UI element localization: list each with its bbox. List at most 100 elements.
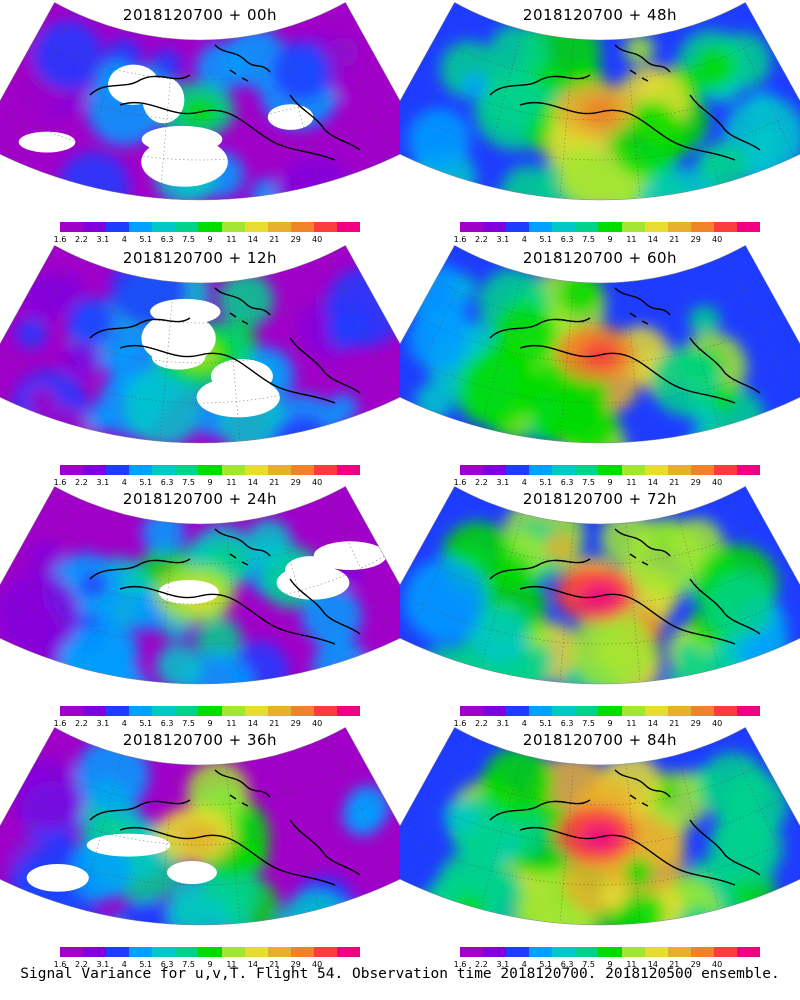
legend-bar — [60, 222, 361, 232]
legend-swatch — [106, 947, 130, 957]
legend-swatch — [267, 465, 291, 475]
variance-field — [0, 486, 400, 684]
legend-label: 40 — [712, 719, 723, 728]
legend-swatch — [336, 947, 361, 957]
legend-label: 40 — [712, 235, 723, 244]
legend-label: 3.1 — [96, 960, 110, 969]
legend-swatch — [529, 465, 553, 475]
legend-swatch — [460, 222, 484, 232]
legend-swatch — [575, 706, 599, 716]
panel-title: 2018120700 + 72h — [522, 490, 678, 508]
legend-swatch — [667, 947, 691, 957]
legend-label: 29 — [290, 719, 301, 728]
legend-swatch — [552, 222, 576, 232]
legend-label: 5.1 — [139, 719, 153, 728]
legend-label: 1.6 — [453, 960, 467, 969]
legend-label: 6.3 — [160, 960, 174, 969]
legend-label: 40 — [312, 478, 323, 487]
legend-label: 1.6 — [453, 719, 467, 728]
legend-bar — [460, 706, 761, 716]
legend-bar — [460, 465, 761, 475]
legend-label: 21 — [269, 235, 280, 244]
legend-label: 11 — [226, 478, 237, 487]
legend-label: 29 — [690, 235, 701, 244]
variance-field — [400, 2, 800, 200]
legend-swatch — [244, 465, 268, 475]
variance-field — [0, 2, 400, 200]
legend-label: 40 — [712, 478, 723, 487]
legend-swatch — [244, 222, 268, 232]
legend-swatch — [129, 222, 153, 232]
map-panel: 2018120700 + 72h 1.6 2.2 3.1 4 5.1 6.3 7.5 9 11 14… — [400, 484, 800, 728]
legend-label: 40 — [312, 719, 323, 728]
legend-swatch — [313, 222, 337, 232]
legend-label: 4 — [121, 960, 127, 969]
legend-label: 9 — [607, 960, 613, 969]
legend-label: 2.2 — [75, 235, 88, 244]
legend-swatch — [60, 947, 84, 957]
legend-swatch — [60, 222, 84, 232]
legend-swatch — [152, 465, 176, 475]
legend-swatch — [106, 465, 130, 475]
legend-swatch — [483, 706, 507, 716]
legend-swatch — [483, 947, 507, 957]
legend-labels: 1.6 2.2 3.1 4 5.1 6.3 7.5 9 11 14 21 29 40 — [54, 478, 360, 488]
legend-label: 14 — [647, 478, 658, 487]
color-legend: 1.6 2.2 3.1 4 5.1 6.3 7.5 9 11 14 21 29 40 — [454, 222, 761, 246]
legend-label: 6.3 — [160, 478, 174, 487]
legend-swatch — [483, 222, 507, 232]
figure-caption: Signal Variance for u,v,T. Flight 54. Ob… — [20, 966, 780, 982]
legend-label: 1.6 — [53, 235, 67, 244]
legend-label: 3.1 — [496, 478, 510, 487]
legend-swatch — [129, 706, 153, 716]
legend-swatch — [83, 947, 107, 957]
legend-swatch — [198, 706, 222, 716]
legend-label: 2.2 — [475, 719, 488, 728]
legend-swatch — [83, 706, 107, 716]
legend-swatch — [336, 706, 361, 716]
legend-label: 4 — [121, 719, 127, 728]
coastline — [89, 528, 361, 645]
legend-swatch — [221, 706, 245, 716]
legend-label: 1.6 — [53, 478, 67, 487]
legend-swatch — [175, 706, 199, 716]
legend-label: 2.2 — [75, 478, 88, 487]
panel-title: 2018120700 + 36h — [122, 731, 278, 749]
legend-swatch — [267, 706, 291, 716]
coastline — [489, 769, 761, 886]
legend-label: 4 — [521, 235, 527, 244]
legend-swatch — [460, 947, 484, 957]
map-panel: 2018120700 + 84h 1.6 2.2 3.1 4 5.1 6.3 7.5 9 11 14… — [400, 725, 800, 969]
legend-labels: 1.6 2.2 3.1 4 5.1 6.3 7.5 9 11 14 21 29 40 — [454, 719, 760, 729]
legend-swatch — [460, 465, 484, 475]
legend-label: 5.1 — [139, 960, 153, 969]
legend-swatch — [690, 465, 714, 475]
legend-label: 11 — [626, 478, 637, 487]
legend-label: 5.1 — [539, 478, 553, 487]
coastline — [489, 287, 761, 404]
legend-label: 5.1 — [539, 235, 553, 244]
legend-swatch — [736, 947, 761, 957]
legend-label: 21 — [669, 478, 680, 487]
legend-swatch — [552, 947, 576, 957]
legend-label: 14 — [647, 235, 658, 244]
legend-label: 9 — [207, 478, 213, 487]
legend-swatch — [83, 465, 107, 475]
legend-label: 6.3 — [560, 719, 574, 728]
legend-swatch — [221, 222, 245, 232]
legend-swatch — [644, 947, 668, 957]
legend-swatch — [621, 465, 645, 475]
legend-swatch — [221, 947, 245, 957]
legend-label: 7.5 — [182, 960, 195, 969]
panel-title: 2018120700 + 00h — [122, 6, 278, 24]
legend-swatch — [290, 222, 314, 232]
legend-swatch — [690, 222, 714, 232]
legend-label: 4 — [521, 478, 527, 487]
legend-swatch — [175, 465, 199, 475]
legend-swatch — [713, 465, 737, 475]
legend-label: 9 — [207, 235, 213, 244]
panel-title: 2018120700 + 84h — [522, 731, 678, 749]
variance-field — [0, 727, 400, 925]
legend-swatch — [644, 706, 668, 716]
legend-swatch — [736, 706, 761, 716]
